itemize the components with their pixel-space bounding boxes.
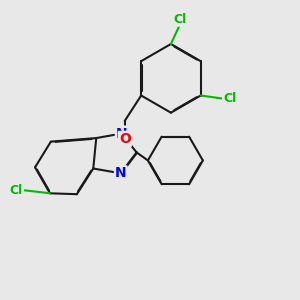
Text: Cl: Cl bbox=[173, 13, 187, 26]
Text: N: N bbox=[115, 166, 127, 180]
Text: O: O bbox=[119, 132, 131, 146]
Text: O: O bbox=[119, 132, 131, 146]
Text: N: N bbox=[116, 127, 127, 141]
Text: Cl: Cl bbox=[10, 184, 23, 197]
Text: Cl: Cl bbox=[223, 92, 236, 105]
